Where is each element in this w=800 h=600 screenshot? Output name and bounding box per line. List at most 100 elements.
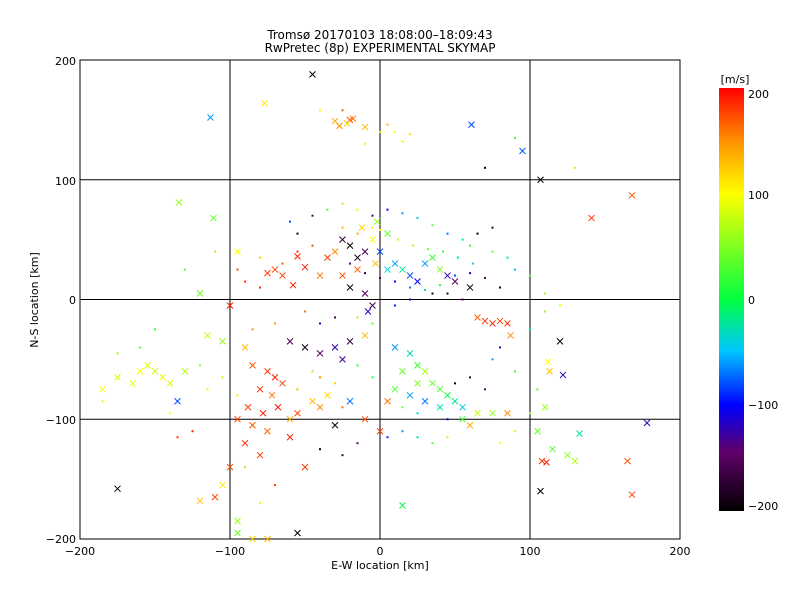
data-point-x (279, 379, 286, 387)
data-point-x (268, 391, 276, 399)
colorbar: [m/s] 200 100 0 −100 −200 (719, 73, 778, 513)
data-point-dot (319, 448, 321, 451)
data-point-x (537, 176, 544, 184)
data-point-dot (514, 370, 516, 373)
data-point-dot (529, 274, 531, 277)
data-point-dot (431, 224, 434, 227)
data-point-x (628, 491, 636, 499)
data-point-x (451, 278, 459, 285)
data-point-dot (416, 217, 419, 220)
data-point-dot (409, 133, 411, 136)
data-point-x (249, 362, 256, 369)
data-point-dot (289, 220, 291, 223)
y-tick-label: 100 (55, 175, 76, 188)
data-point-x (384, 230, 391, 237)
data-point-dot (499, 442, 501, 445)
data-point-dot (176, 436, 179, 439)
data-point-dot (379, 229, 381, 232)
chart-subtitle: RwPretec (8p) EXPERIMENTAL SKYMAP (265, 41, 496, 55)
colorbar-tick-label: 0 (748, 294, 755, 307)
data-point-x (301, 263, 309, 271)
data-point-x (114, 485, 121, 493)
data-point-x (429, 254, 436, 261)
data-point-x (114, 373, 121, 381)
data-point-dot (431, 442, 434, 445)
data-point-x (339, 356, 346, 363)
data-point-x (294, 529, 301, 537)
data-point-x (451, 397, 459, 405)
data-point-dot (116, 352, 119, 355)
data-point-x (286, 415, 294, 423)
data-point-x (210, 214, 217, 222)
data-point-x (507, 332, 514, 339)
data-point-x (399, 367, 406, 375)
data-point-x (234, 517, 241, 525)
x-axis-label: E-W location [km] (331, 559, 429, 572)
data-point-dot (514, 136, 516, 139)
data-point-dot (356, 442, 359, 445)
data-point-x (279, 272, 286, 279)
data-point-dot (394, 130, 396, 133)
data-point-dot (461, 238, 464, 241)
data-point-x (181, 367, 189, 375)
data-point-x (399, 266, 406, 273)
data-point-dot (401, 406, 404, 409)
data-point-dot (476, 232, 479, 235)
data-point-dot (409, 286, 411, 289)
data-point-x (436, 266, 444, 273)
data-point-x (331, 117, 339, 125)
data-point-x (489, 409, 496, 417)
data-point-dot (341, 202, 344, 205)
data-point-x (343, 120, 351, 127)
data-point-dot (514, 268, 516, 271)
data-point-x (414, 278, 421, 285)
data-point-dot (334, 316, 336, 319)
data-point-x (196, 290, 204, 297)
colorbar-gradient (719, 88, 744, 511)
data-point-x (399, 502, 406, 509)
data-point-dot (371, 226, 374, 229)
data-point-x (159, 373, 166, 381)
data-point-dot (401, 140, 404, 143)
data-point-x (361, 123, 369, 131)
data-point-x (136, 367, 144, 375)
data-point-dot (184, 268, 186, 271)
data-point-x (466, 421, 474, 429)
data-point-dot (356, 208, 359, 211)
x-tick-label: 200 (670, 545, 691, 558)
data-point-x (286, 433, 294, 441)
data-point-dot (484, 388, 486, 391)
data-point-x (489, 320, 496, 327)
data-point-dot (499, 346, 501, 349)
data-point-x (556, 338, 564, 345)
data-point-dot (514, 430, 516, 433)
colorbar-tick-label: −100 (748, 399, 778, 412)
data-point-dot (191, 430, 194, 433)
data-point-x (384, 397, 391, 405)
chart-title: Tromsø 20170103 18:08:00–18:09:43 (266, 28, 492, 42)
data-point-x (496, 317, 504, 325)
data-point-dot (544, 292, 546, 295)
data-point-x (144, 362, 151, 369)
y-axis-label: N-S location [km] (28, 252, 41, 348)
plot-area (79, 59, 681, 543)
data-point-x (481, 317, 489, 325)
data-point-dot (394, 304, 396, 307)
data-point-x (459, 415, 466, 423)
data-point-dot (311, 214, 314, 217)
data-point-dot (446, 436, 449, 439)
data-point-x (361, 415, 369, 423)
data-point-x (294, 409, 301, 417)
data-point-dot (259, 286, 261, 289)
data-point-dot (341, 109, 344, 112)
data-point-x (588, 214, 595, 222)
data-point-x (406, 391, 414, 399)
data-point-x (369, 302, 376, 309)
data-point-dot (341, 406, 344, 409)
data-point-x (406, 350, 414, 357)
data-point-x (301, 344, 309, 351)
data-point-dot (427, 248, 429, 251)
data-point-x (234, 529, 241, 537)
data-point-x (271, 266, 279, 273)
